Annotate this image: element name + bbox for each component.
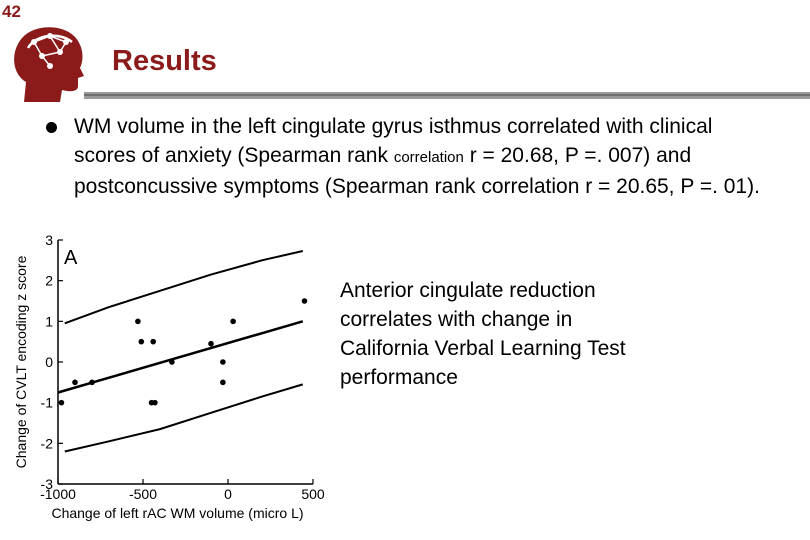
scatter-chart: 3 2 1 0 -1 -2 -3-1000 -500 0 500 Change of CVLT en… — [13, 232, 325, 521]
data-point — [220, 379, 226, 386]
data-point — [150, 338, 156, 345]
data-point — [152, 399, 158, 406]
bullet-marker — [46, 122, 57, 133]
data-point — [230, 318, 236, 325]
side-caption: Anterior cingulate reduction correlates … — [340, 279, 626, 389]
x-axis-label: Change of left rAC WM volume (micro L) — [51, 505, 303, 521]
x-tick-label: -500 — [129, 486, 157, 502]
data-point — [169, 359, 175, 365]
y-tick-label: 0 — [45, 354, 53, 370]
y-tick-label: -3 — [41, 476, 54, 492]
data-point — [72, 379, 78, 386]
x-tick-label: 500 — [301, 486, 325, 502]
y-axis-label: Change of CVLT encoding z score — [13, 255, 29, 468]
data-point — [138, 338, 145, 345]
bullet-text: WM volume in the left cingulate gyrus is… — [74, 112, 774, 201]
y-tick-label: 3 — [45, 232, 53, 248]
lower-confidence-band — [64, 383, 304, 453]
y-tick-label: 2 — [45, 273, 53, 289]
slide-number: 42 — [2, 2, 21, 21]
data-point — [58, 399, 65, 406]
y-tick-label: 1 — [45, 313, 53, 329]
bullet-text-part2: r = 20.68, P =. 007) and postconcussive … — [74, 144, 760, 198]
regression-line — [57, 320, 304, 394]
x-tick-label: -1000 — [40, 486, 76, 502]
y-tick-label: -1 — [41, 395, 54, 411]
data-point — [89, 379, 95, 386]
y-tick-label: -2 — [41, 435, 54, 451]
bullet-text-part1: WM volume in the left cingulate gyrus is… — [74, 115, 713, 167]
data-point — [135, 318, 141, 325]
x-tick-label: 0 — [224, 486, 232, 502]
data-point — [208, 340, 214, 347]
panel-label: A — [64, 247, 78, 269]
title-divider-line — [84, 94, 810, 96]
data-point — [220, 359, 226, 365]
slide-title: Results — [112, 45, 217, 77]
head-brain-network-icon — [14, 27, 84, 102]
data-point — [301, 298, 308, 304]
bullet-text-small: correlation — [393, 149, 464, 166]
upper-confidence-band — [64, 250, 304, 325]
